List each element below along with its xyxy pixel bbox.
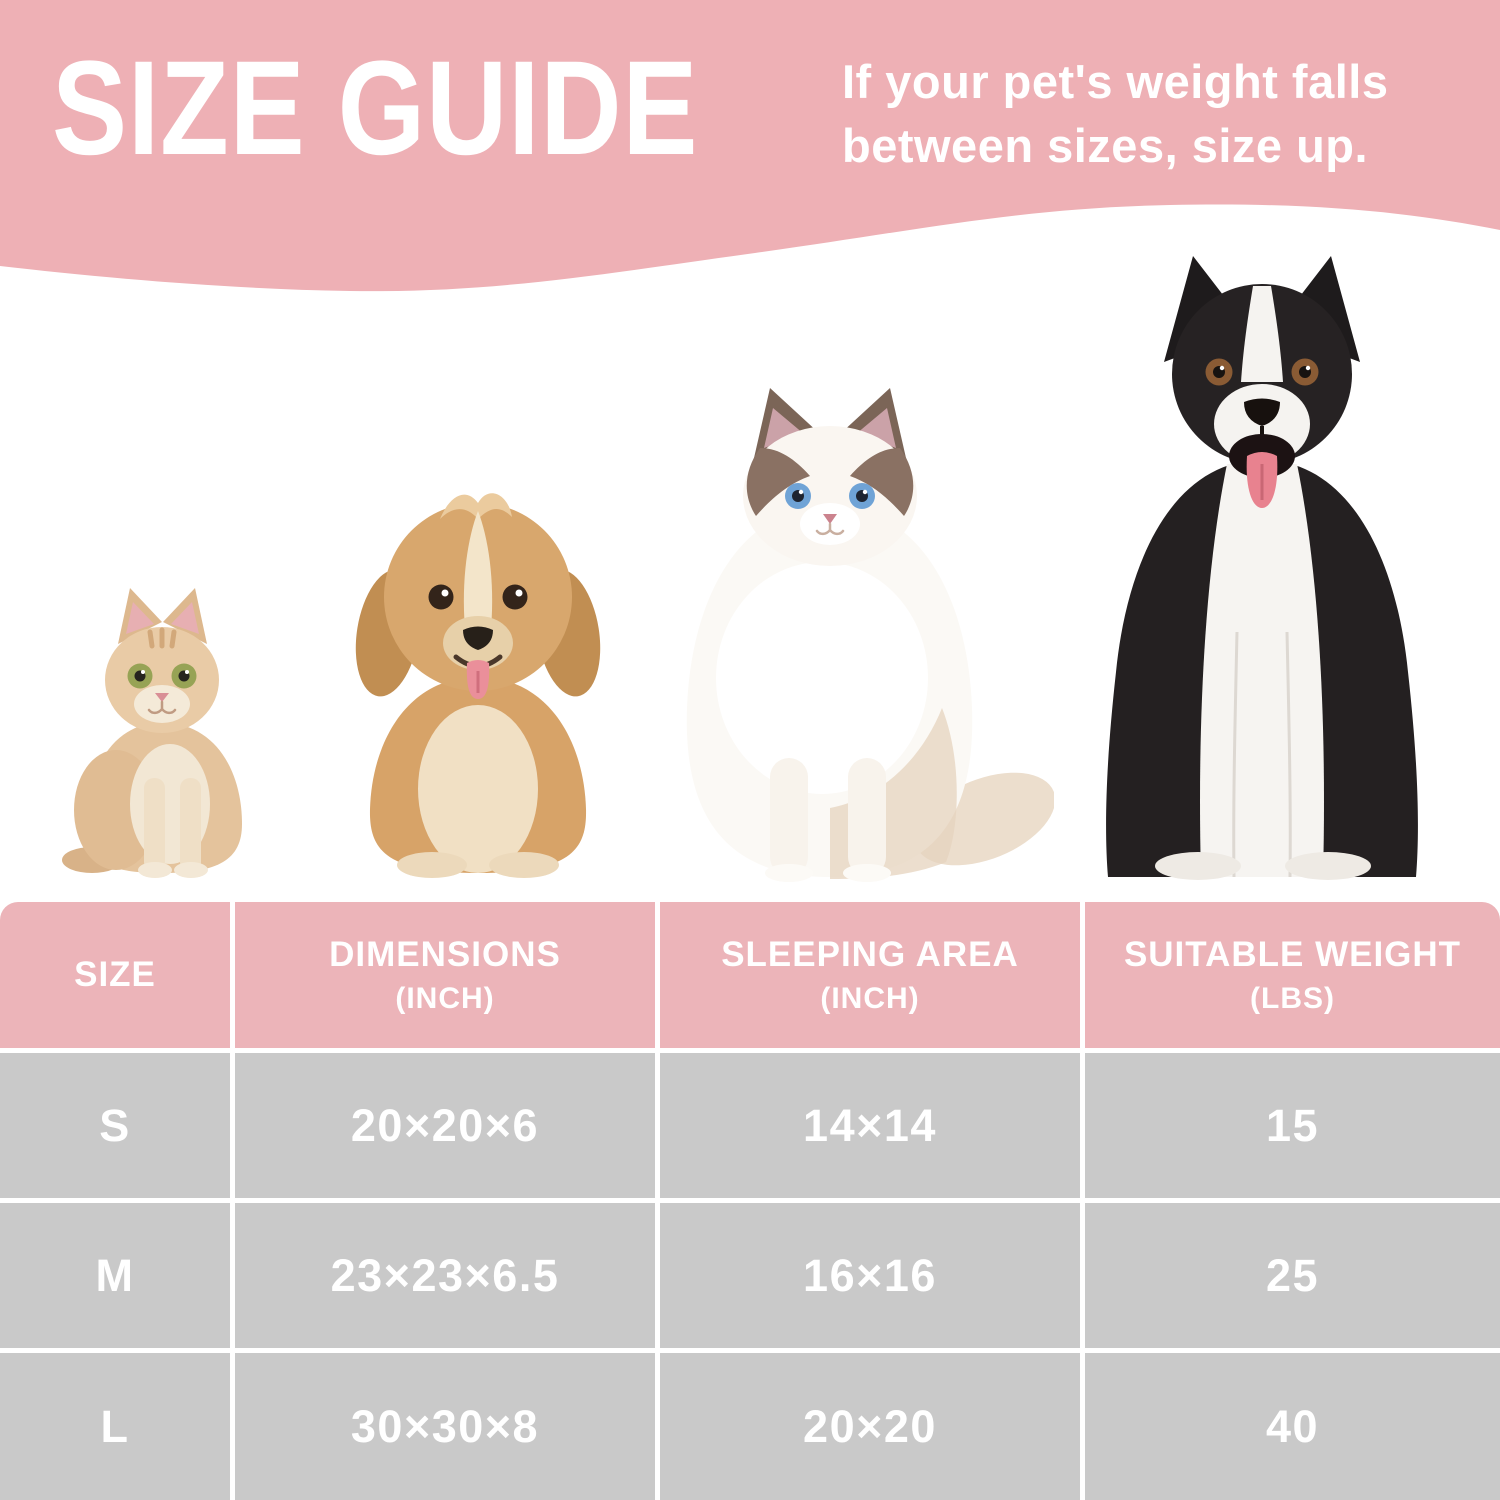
puppy-nose xyxy=(463,626,493,650)
kitten-nose xyxy=(155,693,169,702)
column-header-label: SUITABLE WEIGHT xyxy=(1123,934,1462,974)
ragdoll-nose xyxy=(823,514,837,524)
banner-note-line2: between sizes, size up. xyxy=(842,118,1369,172)
banner-note-line1: If your pet's weight falls xyxy=(842,55,1389,108)
cell-suitable-weight-l: 40 xyxy=(1085,1353,1500,1500)
tan-puppy-illustration xyxy=(355,493,601,878)
column-header-sub: (INCH) xyxy=(820,981,920,1015)
column-header-label: SIZE xyxy=(74,955,156,994)
border-collie-illustration xyxy=(1106,256,1418,880)
collie-nose xyxy=(1244,398,1280,426)
cell-suitable-weight-m: 25 xyxy=(1085,1203,1500,1348)
cell-dimensions-l: 30×30×8 xyxy=(235,1353,655,1500)
column-header-dimensions: DIMENSIONS (INCH) xyxy=(235,902,655,1048)
ragdoll-mask xyxy=(746,448,810,516)
cell-sleeping-area-m: 16×16 xyxy=(660,1203,1080,1348)
cell-size-m: M xyxy=(0,1203,230,1348)
banner-wave xyxy=(0,0,1500,292)
cell-suitable-weight-s: 15 xyxy=(1085,1053,1500,1198)
ragdoll-cat-illustration xyxy=(686,388,1054,882)
cell-dimensions-m: 23×23×6.5 xyxy=(235,1203,655,1348)
cell-dimensions-s: 20×20×6 xyxy=(235,1053,655,1198)
column-header-sub: (LBS) xyxy=(1250,981,1335,1015)
column-header-label: SLEEPING AREA xyxy=(721,934,1019,974)
banner-note: If your pet's weight falls between sizes… xyxy=(842,50,1388,178)
column-header-sleeping-area: SLEEPING AREA (INCH) xyxy=(660,902,1080,1048)
puppy-eye xyxy=(428,584,454,610)
puppy-eye xyxy=(502,584,528,610)
column-header-size: SIZE xyxy=(0,902,230,1048)
cell-size-s: S xyxy=(0,1053,230,1198)
column-header-sub: (INCH) xyxy=(395,981,495,1015)
ginger-kitten-illustration xyxy=(62,588,242,878)
column-header-label: DIMENSIONS xyxy=(329,934,561,974)
page-title: SIZE GUIDE xyxy=(52,34,699,183)
cell-sleeping-area-s: 14×14 xyxy=(660,1053,1080,1198)
cell-sleeping-area-l: 20×20 xyxy=(660,1353,1080,1500)
cell-size-l: L xyxy=(0,1353,230,1500)
ragdoll-mask xyxy=(850,448,914,516)
collie-blaze xyxy=(1241,286,1283,382)
size-table: SIZE DIMENSIONS (INCH) SLEEPING AREA (IN… xyxy=(0,902,1500,1500)
column-header-suitable-weight: SUITABLE WEIGHT (LBS) xyxy=(1085,902,1500,1048)
